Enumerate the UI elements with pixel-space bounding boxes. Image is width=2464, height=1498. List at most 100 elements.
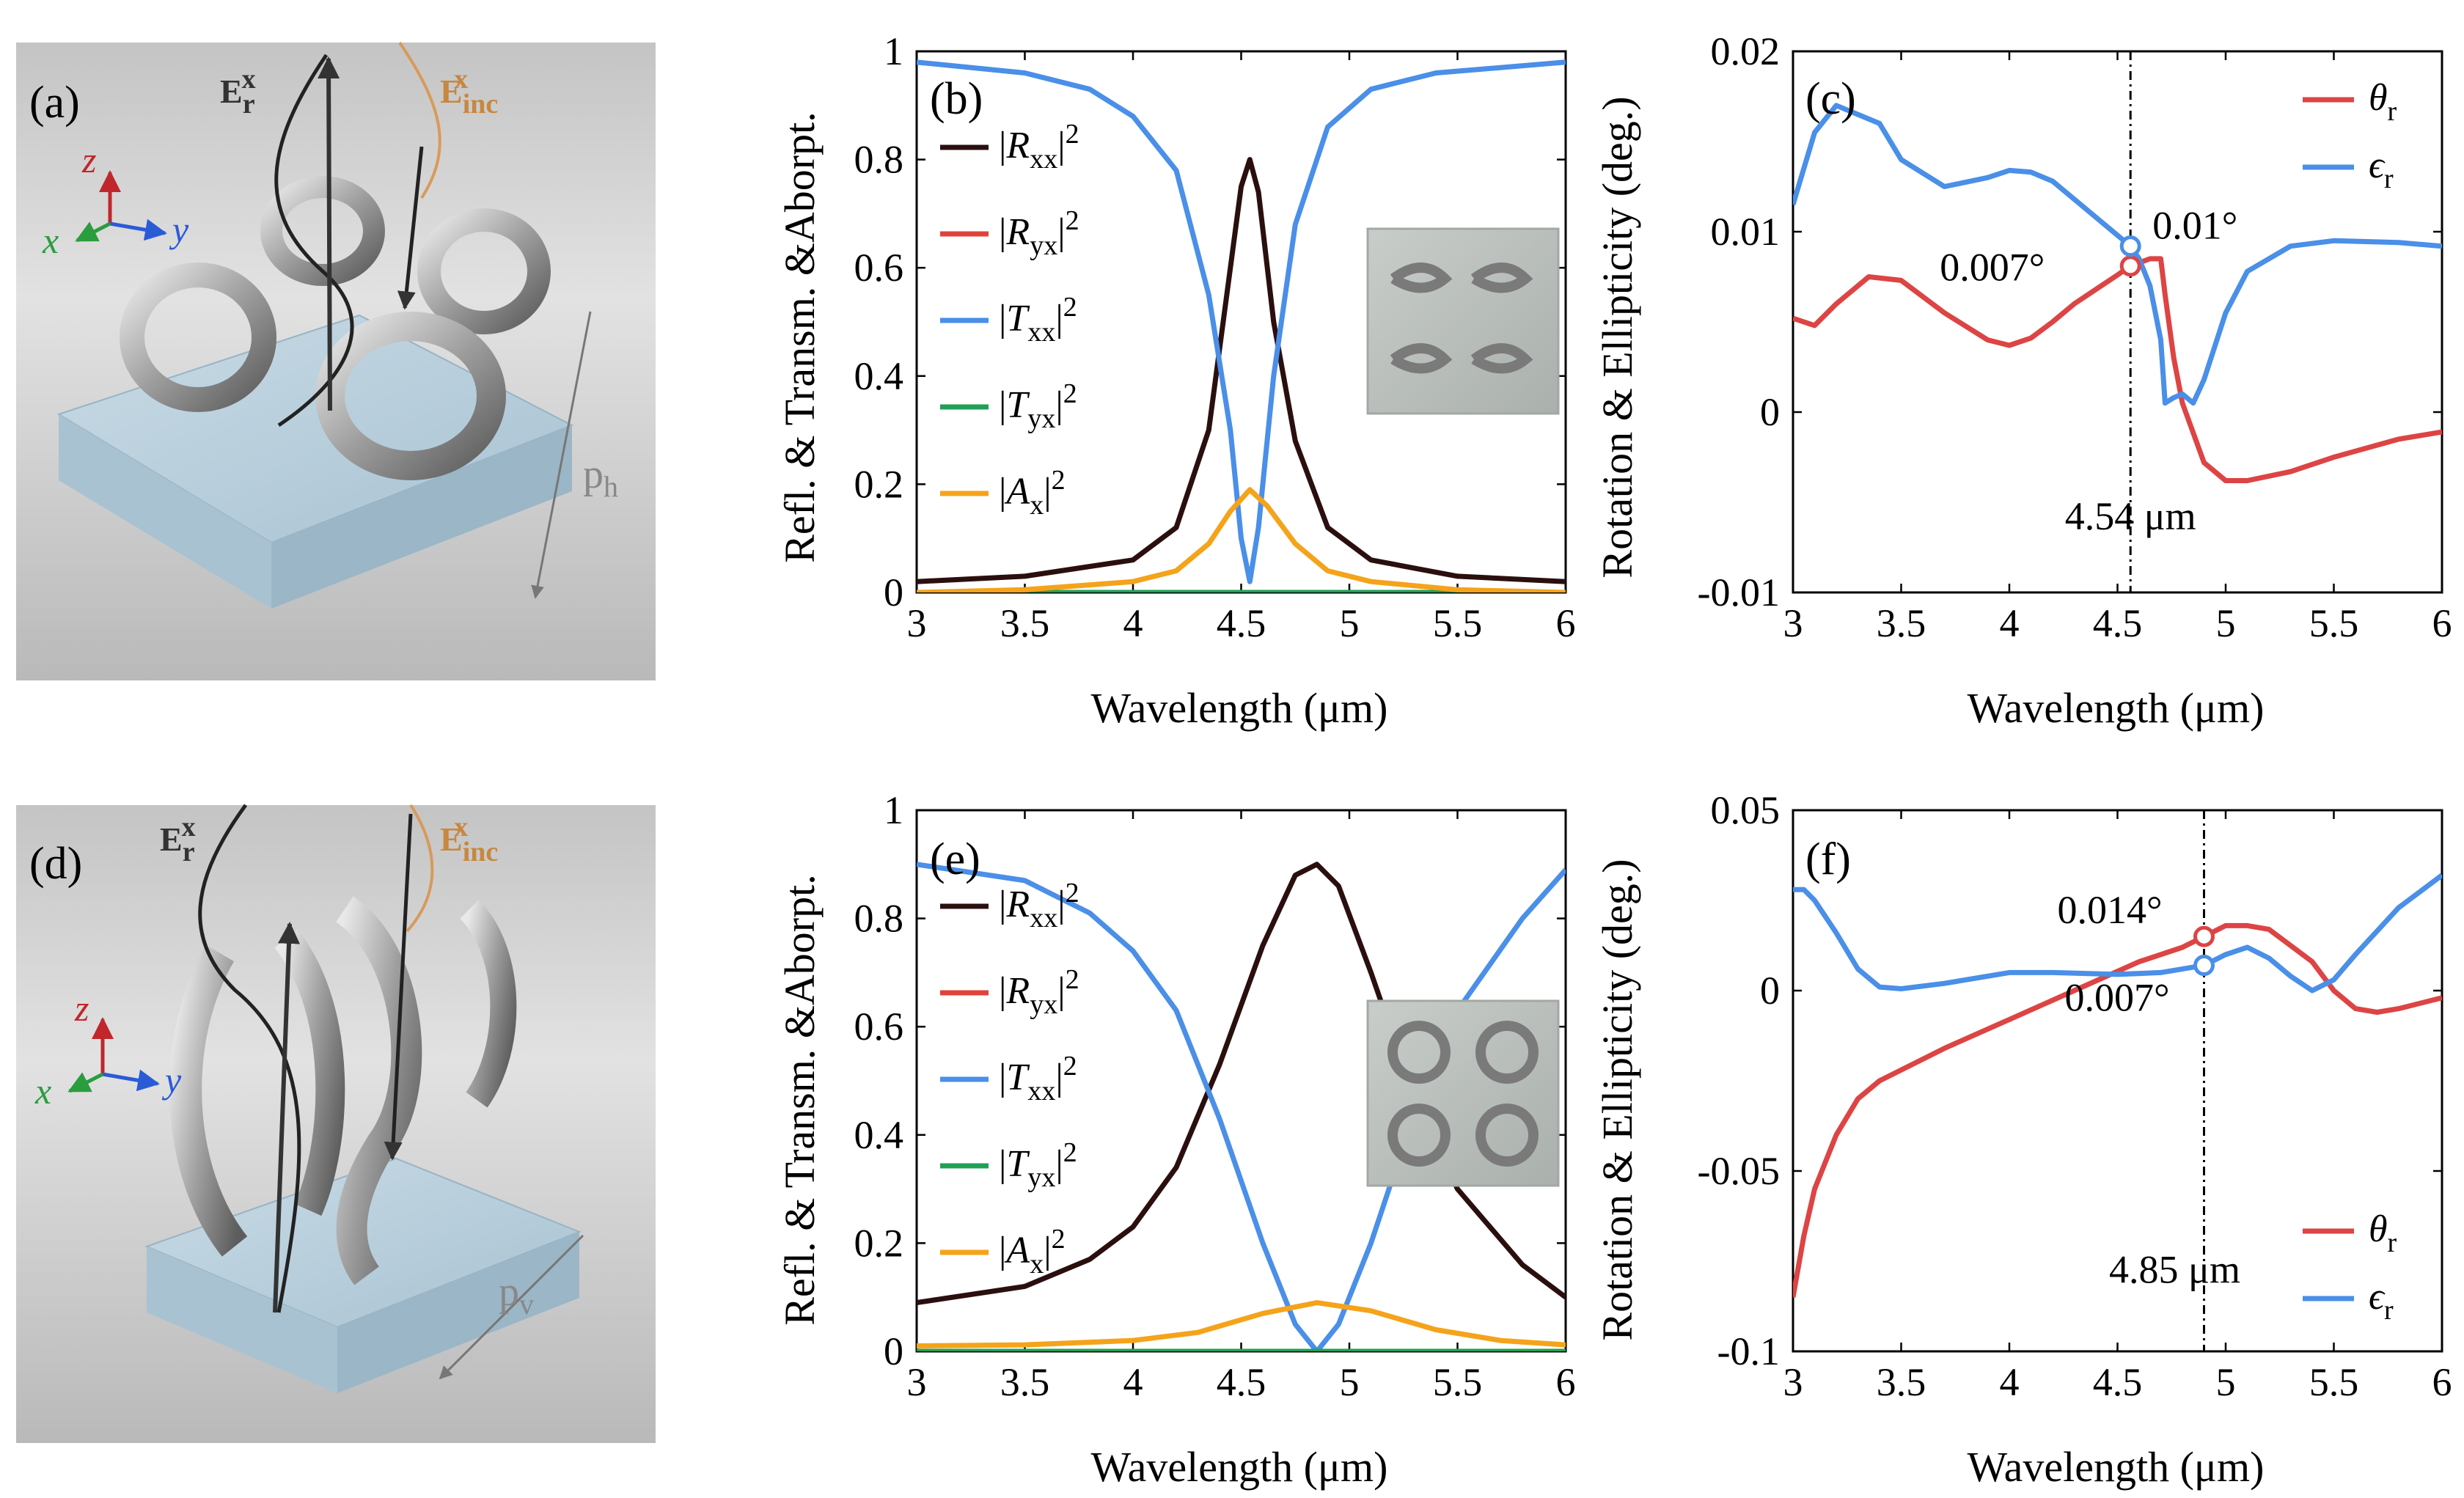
legend-label: |Rxx|2	[999, 119, 1079, 175]
x-tick-label: 6	[2432, 1360, 2452, 1404]
chart-c-marker-0	[2119, 255, 2141, 277]
chart-e-ylabel: Refl. & Transm. &Aborpt.	[776, 874, 824, 1326]
x-tick-label: 5	[1340, 601, 1360, 645]
panel-label-d: (d)	[29, 839, 82, 889]
x-tick-label: 3	[907, 601, 927, 645]
chart-b-series-group	[917, 59, 1566, 592]
y-tick-label: 1	[884, 29, 903, 73]
x-tick-label: 4.5	[1217, 601, 1266, 645]
chart-f-ylabel: Rotation & Ellipticity (deg.)	[1594, 859, 1641, 1340]
inset-b-shape-3	[1390, 343, 1453, 374]
ring-a2	[260, 176, 385, 286]
series-line-Rxx2	[917, 157, 1566, 584]
substrate-slab-d-side	[337, 1232, 579, 1393]
y-tick-label: 0.4	[854, 1113, 904, 1157]
vertical-ring-d2	[274, 929, 345, 1216]
y-tick-label: 0.01	[1711, 210, 1781, 254]
x-tick-label: 4.5	[2093, 1360, 2143, 1404]
y-tick-label: 0.8	[854, 897, 904, 941]
y-tick-label: 0	[884, 570, 903, 614]
x-tick-label: 4	[1123, 601, 1143, 645]
chart-b-ylabel: Refl. & Transm. &Aborpt.	[776, 111, 824, 563]
substrate-slab-d-front	[147, 1247, 337, 1393]
legend-label: |Tyx|2	[999, 378, 1077, 434]
chart-f-plot-area: 3 3.5 4 4.5 5 5.5 6 -0.1 -0.05 0 0.05 θr ϵr 0.014° 0.0…	[1698, 788, 2452, 1404]
x-tick-label: 6	[1556, 601, 1576, 645]
y-tick-label: 0.2	[854, 1221, 904, 1265]
chart-c-theta-value: 0.007°	[1940, 246, 2045, 290]
chart-c-frame	[1792, 50, 2443, 594]
substrate-slab-a-front	[59, 414, 271, 609]
vertical-ring-d3	[335, 896, 422, 1285]
chart-b: 3 3.5 4 4.5 5 5.5 6 0 0.2 0.4 0.6 0.8 1 |Rxx|2 |Ryx|2 |…	[776, 29, 1576, 732]
period-label-a: ph	[583, 452, 618, 503]
chart-f-wavelength-label: 4.85 μm	[2109, 1248, 2240, 1292]
axis-z-label-d: z	[74, 988, 89, 1029]
x-tick-label: 5.5	[2309, 1360, 2359, 1404]
series-line-r	[1793, 873, 2442, 994]
chart-b-inset-image	[1366, 227, 1560, 415]
y-tick-label: 0.6	[854, 1005, 904, 1049]
x-tick-label: 5.5	[1433, 601, 1483, 645]
x-tick-label: 3.5	[1877, 1360, 1926, 1404]
reflected-wave-a	[274, 54, 354, 427]
x-tick-label: 4	[2000, 1360, 2020, 1404]
chart-b-xlabel: Wavelength (μm)	[1091, 684, 1388, 732]
x-tick-label: 5	[1340, 1360, 1360, 1404]
y-tick-label: -0.05	[1698, 1149, 1780, 1193]
substrate-slab-a-side	[271, 425, 572, 609]
y-tick-label: -0.01	[1698, 570, 1780, 614]
y-tick-label: 0.2	[854, 462, 904, 506]
chart-c-ylabel: Rotation & Ellipticity (deg.)	[1594, 96, 1641, 578]
incident-wave-d	[406, 804, 434, 933]
chart-f-xlabel: Wavelength (μm)	[1968, 1443, 2265, 1491]
vertical-ring-d1	[169, 944, 248, 1257]
x-tick-label: 5.5	[2309, 601, 2359, 645]
legend-label: |Ax|2	[999, 465, 1066, 521]
incident-beam-arrow-d	[384, 813, 413, 1161]
period-label-d: pv	[499, 1269, 534, 1321]
chart-e-inset	[1366, 999, 1560, 1187]
chart-f-theta-value: 0.014°	[2058, 888, 2163, 932]
chart-f-marker-0	[2193, 925, 2215, 947]
reflected-beam-arrow-a	[318, 56, 340, 411]
period-arrow-d	[439, 1234, 584, 1380]
x-tick-label: 3	[907, 1360, 927, 1404]
incident-wave-a	[398, 41, 441, 199]
x-tick-label: 3.5	[1000, 1360, 1050, 1404]
chart-c-marker-1	[2119, 235, 2141, 257]
legend-label: ϵr	[2369, 144, 2394, 194]
inset-b-shape-4	[1470, 343, 1533, 374]
chart-e: 3 3.5 4 4.5 5 5.5 6 0 0.2 0.4 0.6 0.8 1 |Rxx|2 |Ryx|2 |…	[776, 788, 1576, 1491]
ring-a1	[120, 262, 276, 412]
axis-x-arrow-a	[75, 221, 111, 243]
chart-f-series-group	[1793, 873, 2442, 1298]
chart-f-marker-1	[2193, 955, 2215, 977]
inset-e-shape-4	[1475, 1104, 1539, 1167]
ring-a3	[417, 208, 551, 334]
legend-label: |Txx|2	[999, 1051, 1077, 1106]
scene-a: (a) Erx Eincx z y x ph	[16, 41, 656, 680]
x-tick-label: 4	[1123, 1360, 1143, 1404]
axis-y-label-a: y	[169, 209, 189, 250]
period-arrow-a	[531, 311, 592, 599]
y-tick-label: 0.02	[1711, 29, 1781, 73]
legend-label: |Ax|2	[999, 1224, 1066, 1279]
legend-label: θr	[2369, 1208, 2397, 1258]
inset-e-shape-3	[1387, 1104, 1451, 1167]
x-tick-label: 3	[1783, 1360, 1803, 1404]
chart-e-inset-image	[1366, 999, 1560, 1187]
chart-f-eps-value: 0.007°	[2065, 976, 2170, 1020]
x-tick-label: 6	[1556, 1360, 1576, 1404]
inset-e-shape-1	[1387, 1021, 1451, 1084]
vertical-ring-d4	[459, 900, 517, 1108]
axis-x-label-a: x	[42, 220, 59, 261]
x-tick-label: 5.5	[1433, 1360, 1483, 1404]
x-tick-label: 3.5	[1000, 601, 1050, 645]
x-tick-label: 4.5	[1217, 1360, 1266, 1404]
axis-y-label-d: y	[161, 1060, 182, 1101]
x-tick-label: 5	[2216, 601, 2236, 645]
x-tick-label: 6	[2432, 601, 2452, 645]
legend-label: |Ryx|2	[999, 964, 1079, 1020]
chart-e-panel-label: (e)	[930, 834, 980, 884]
